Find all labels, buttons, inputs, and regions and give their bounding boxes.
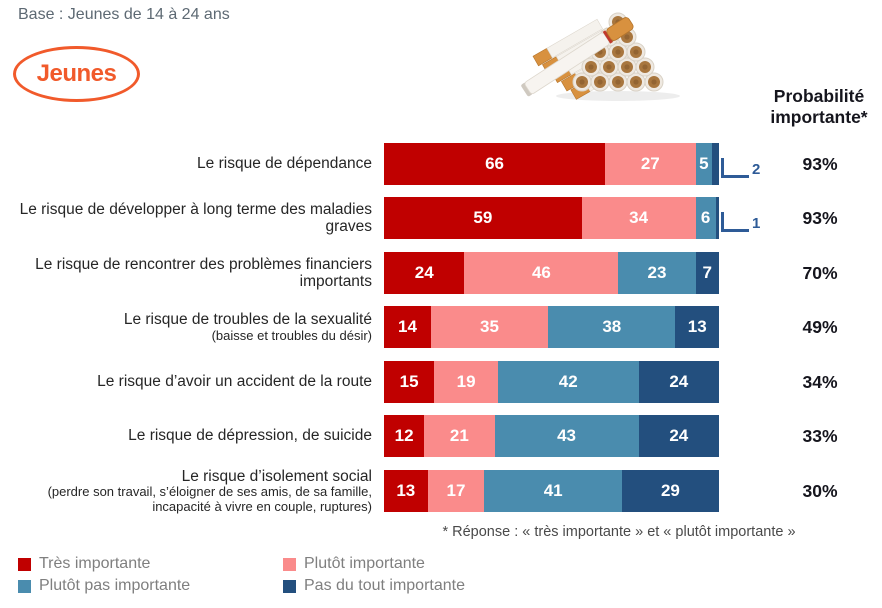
- row-label-sub: (baisse et troubles du désir): [211, 327, 372, 343]
- row-label-main: Le risque d’isolement social: [181, 467, 372, 485]
- legend-item: Plutôt pas importante: [18, 577, 283, 595]
- legend-swatch-icon: [283, 557, 296, 571]
- bar-segment: 59: [384, 197, 582, 239]
- segment-callout-line: 1: [721, 212, 760, 232]
- stacked-bar: 59 34 6: [384, 197, 719, 239]
- bar-segment: 13: [675, 306, 719, 348]
- bar-segment: 43: [494, 415, 639, 457]
- bar-segment: 21: [424, 415, 495, 457]
- footnote: * Réponse : « très importante » et « plu…: [442, 524, 796, 540]
- legend-swatch-icon: [18, 557, 31, 571]
- chart-row: Le risque de rencontrer des problèmes fi…: [0, 252, 882, 294]
- probability-header-line2: importante*: [770, 107, 868, 127]
- legend: Très importante Plutôt importante Plutôt p…: [18, 555, 465, 595]
- legend-label: Pas du tout importante: [304, 577, 465, 594]
- chart-row: Le risque de dépendance 66 27 5 2 93%: [0, 143, 882, 185]
- segment-callout-value: 1: [752, 215, 761, 232]
- legend-swatch-icon: [283, 579, 296, 593]
- bar-segment: 14: [384, 306, 431, 348]
- probability-total-value: 49%: [802, 316, 838, 337]
- bar-segment: 41: [484, 470, 622, 512]
- chart-row: Le risque de dépression, de suicide 12 21 4…: [0, 415, 882, 457]
- bar-segment: 35: [430, 306, 549, 348]
- bar-segment: [712, 143, 719, 185]
- bar-segment: 24: [384, 252, 465, 294]
- row-label-main: Le risque de dépression, de suicide: [128, 427, 372, 445]
- cigarettes-icon: [521, 12, 680, 101]
- legend-swatch-icon: [18, 579, 31, 593]
- stacked-bar: 13 17 41 29: [384, 470, 719, 512]
- bar-segment: 15: [384, 361, 435, 403]
- bar-segment: 42: [497, 361, 639, 403]
- stacked-bar: 66 27 5: [384, 143, 719, 185]
- row-label-sub: (perdre son travail, s’éloigner de ses a…: [47, 484, 372, 514]
- bar-segment: 34: [581, 197, 696, 239]
- chart-row: Le risque de troubles de la sexualité (ba…: [0, 306, 882, 348]
- row-category-label: Le risque de rencontrer des problèmes fi…: [0, 252, 372, 294]
- row-category-label: Le risque d’avoir un accident de la rout…: [0, 361, 372, 403]
- row-category-label: Le risque d’isolement social (perdre son …: [0, 467, 372, 514]
- row-category-label: Le risque de dépendance: [0, 143, 372, 185]
- row-category-label: Le risque de dépression, de suicide: [0, 415, 372, 457]
- probability-total-value: 70%: [802, 262, 838, 283]
- bar-segment: 38: [548, 306, 676, 348]
- jeunes-badge-label: Jeunes: [36, 60, 117, 87]
- bar-segment: 7: [695, 252, 719, 294]
- stacked-bar: 12 21 43 24: [384, 415, 719, 457]
- legend-item: Très importante: [18, 555, 283, 573]
- jeunes-badge: Jeunes: [13, 46, 140, 102]
- probability-total-value: 34%: [802, 371, 838, 392]
- bar-segment: 13: [384, 470, 428, 512]
- cigarettes-illustration: [518, 2, 688, 109]
- row-category-label: Le risque de développer à long terme des…: [0, 197, 372, 239]
- stacked-bar: 15 19 42 24: [384, 361, 719, 403]
- bar-segment: 23: [618, 252, 696, 294]
- row-category-label: Le risque de troubles de la sexualité (ba…: [0, 306, 372, 348]
- bar-segment: 27: [605, 143, 696, 185]
- probability-total-value: 93%: [802, 153, 838, 174]
- bar-segment: 24: [638, 361, 719, 403]
- legend-label: Très importante: [39, 555, 151, 572]
- row-label-main: Le risque de rencontrer des problèmes fi…: [35, 255, 372, 291]
- bar-segment: 24: [638, 415, 719, 457]
- row-label-main: Le risque d’avoir un accident de la rout…: [97, 373, 372, 391]
- bar-segment: 46: [464, 252, 619, 294]
- probability-total-value: 30%: [802, 480, 838, 501]
- row-label-main: Le risque de développer à long terme des…: [19, 200, 372, 236]
- row-label-main: Le risque de troubles de la sexualité: [123, 311, 372, 328]
- bar-segment: 6: [695, 197, 716, 239]
- probability-total-value: 93%: [802, 207, 838, 228]
- segment-callout-line: 2: [721, 158, 760, 178]
- bar-segment: 19: [434, 361, 498, 403]
- cigarette-pyramid: [572, 12, 664, 92]
- chart-row: Le risque de développer à long terme des…: [0, 197, 882, 239]
- chart-row: Le risque d’isolement social (perdre son …: [0, 467, 882, 514]
- bar-segment: [715, 197, 719, 239]
- base-label: Base : Jeunes de 14 à 24 ans: [18, 6, 230, 23]
- legend-item: Plutôt importante: [283, 555, 465, 573]
- bar-segment: 17: [427, 470, 485, 512]
- row-label-main: Le risque de dépendance: [197, 155, 372, 173]
- bar-segment: 66: [384, 143, 606, 185]
- legend-label: Plutôt pas importante: [39, 577, 191, 594]
- stacked-bar: 24 46 23 7: [384, 252, 719, 294]
- probability-column-header: Probabilité importante*: [756, 86, 882, 128]
- chart-row: Le risque d’avoir un accident de la rout…: [0, 361, 882, 403]
- stacked-bar: 14 35 38 13: [384, 306, 719, 348]
- probability-total-value: 33%: [802, 425, 838, 446]
- bar-segment: 5: [695, 143, 713, 185]
- legend-label: Plutôt importante: [304, 555, 425, 572]
- probability-header-line1: Probabilité: [773, 86, 865, 106]
- bar-segment: 12: [384, 415, 425, 457]
- bar-segment: 29: [621, 470, 719, 512]
- segment-callout-value: 2: [752, 161, 761, 178]
- legend-item: Pas du tout importante: [283, 577, 465, 595]
